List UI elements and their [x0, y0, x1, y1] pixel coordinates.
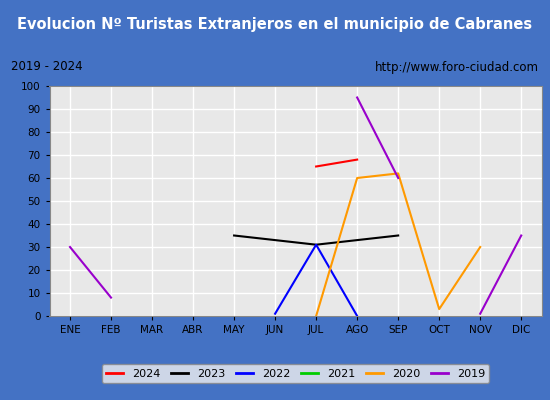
Text: http://www.foro-ciudad.com: http://www.foro-ciudad.com	[375, 60, 539, 74]
Text: Evolucion Nº Turistas Extranjeros en el municipio de Cabranes: Evolucion Nº Turistas Extranjeros en el …	[18, 18, 532, 32]
Legend: 2024, 2023, 2022, 2021, 2020, 2019: 2024, 2023, 2022, 2021, 2020, 2019	[102, 364, 490, 383]
Text: 2019 - 2024: 2019 - 2024	[11, 60, 82, 74]
